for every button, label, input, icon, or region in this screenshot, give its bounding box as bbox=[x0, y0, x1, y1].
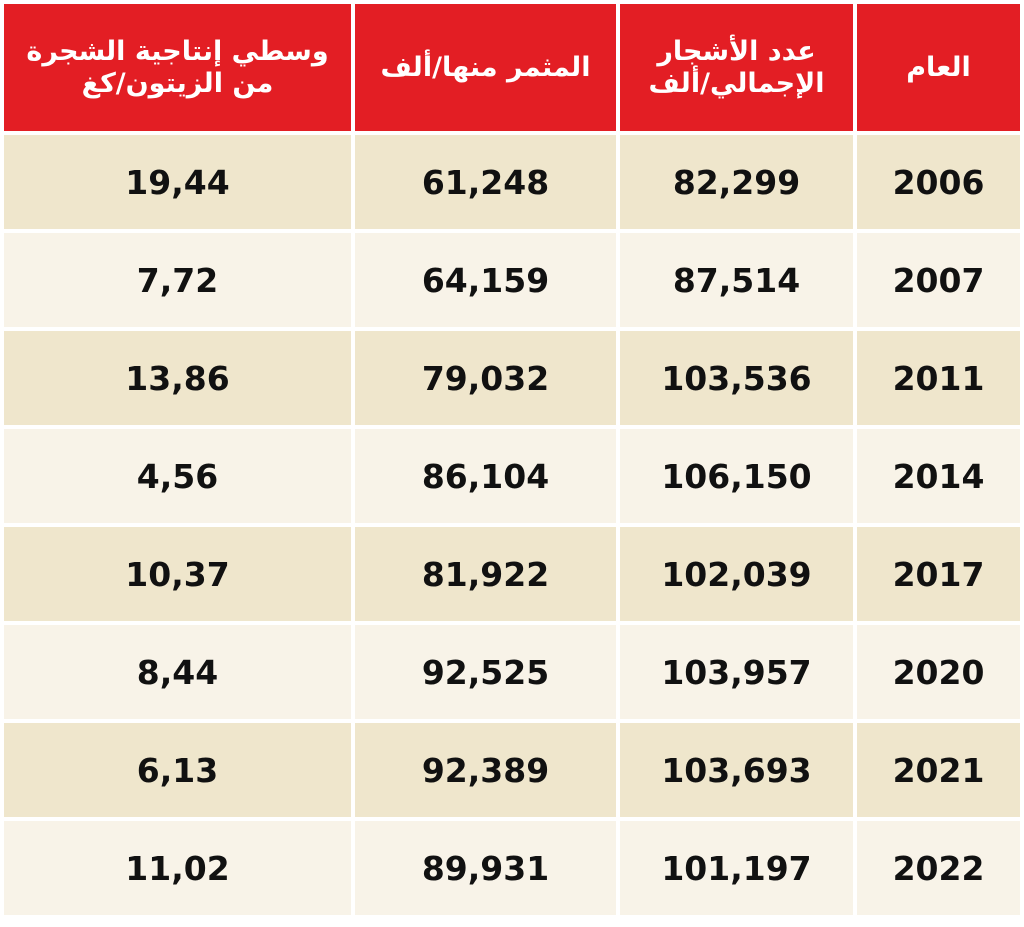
table-cell: 8,44 bbox=[4, 625, 351, 719]
table-cell: 10,37 bbox=[4, 527, 351, 621]
table-cell: 11,02 bbox=[4, 821, 351, 915]
table-cell: 2017 bbox=[857, 527, 1020, 621]
table-cell: 64,159 bbox=[355, 233, 616, 327]
table-cell: 6,13 bbox=[4, 723, 351, 817]
header-cell: العام bbox=[857, 4, 1020, 131]
data-table: العام عدد الأشجار الإجمالي/ألف المثمر منها… bbox=[4, 4, 1020, 915]
table-cell: 92,389 bbox=[355, 723, 616, 817]
table-cell: 103,536 bbox=[620, 331, 853, 425]
table-cell: 2022 bbox=[857, 821, 1020, 915]
header-cell: عدد الأشجار الإجمالي/ألف bbox=[620, 4, 853, 131]
header-cell: وسطي إنتاجية الشجرة من الزيتون/كغ bbox=[4, 4, 351, 131]
table-cell: 106,150 bbox=[620, 429, 853, 523]
table-cell: 101,197 bbox=[620, 821, 853, 915]
table-cell: 81,922 bbox=[355, 527, 616, 621]
table-cell: 82,299 bbox=[620, 135, 853, 229]
table-cell: 2006 bbox=[857, 135, 1020, 229]
table-cell: 86,104 bbox=[355, 429, 616, 523]
table-cell: 61,248 bbox=[355, 135, 616, 229]
table-cell: 2011 bbox=[857, 331, 1020, 425]
table-cell: 2014 bbox=[857, 429, 1020, 523]
table-cell: 2007 bbox=[857, 233, 1020, 327]
table-cell: 2021 bbox=[857, 723, 1020, 817]
table-cell: 89,931 bbox=[355, 821, 616, 915]
table-cell: 103,693 bbox=[620, 723, 853, 817]
table-cell: 2020 bbox=[857, 625, 1020, 719]
table-cell: 19,44 bbox=[4, 135, 351, 229]
table-cell: 4,56 bbox=[4, 429, 351, 523]
header-cell: المثمر منها/ألف bbox=[355, 4, 616, 131]
table-cell: 103,957 bbox=[620, 625, 853, 719]
table-cell: 102,039 bbox=[620, 527, 853, 621]
table-cell: 13,86 bbox=[4, 331, 351, 425]
table-cell: 92,525 bbox=[355, 625, 616, 719]
table-cell: 79,032 bbox=[355, 331, 616, 425]
table-cell: 87,514 bbox=[620, 233, 853, 327]
table-cell: 7,72 bbox=[4, 233, 351, 327]
